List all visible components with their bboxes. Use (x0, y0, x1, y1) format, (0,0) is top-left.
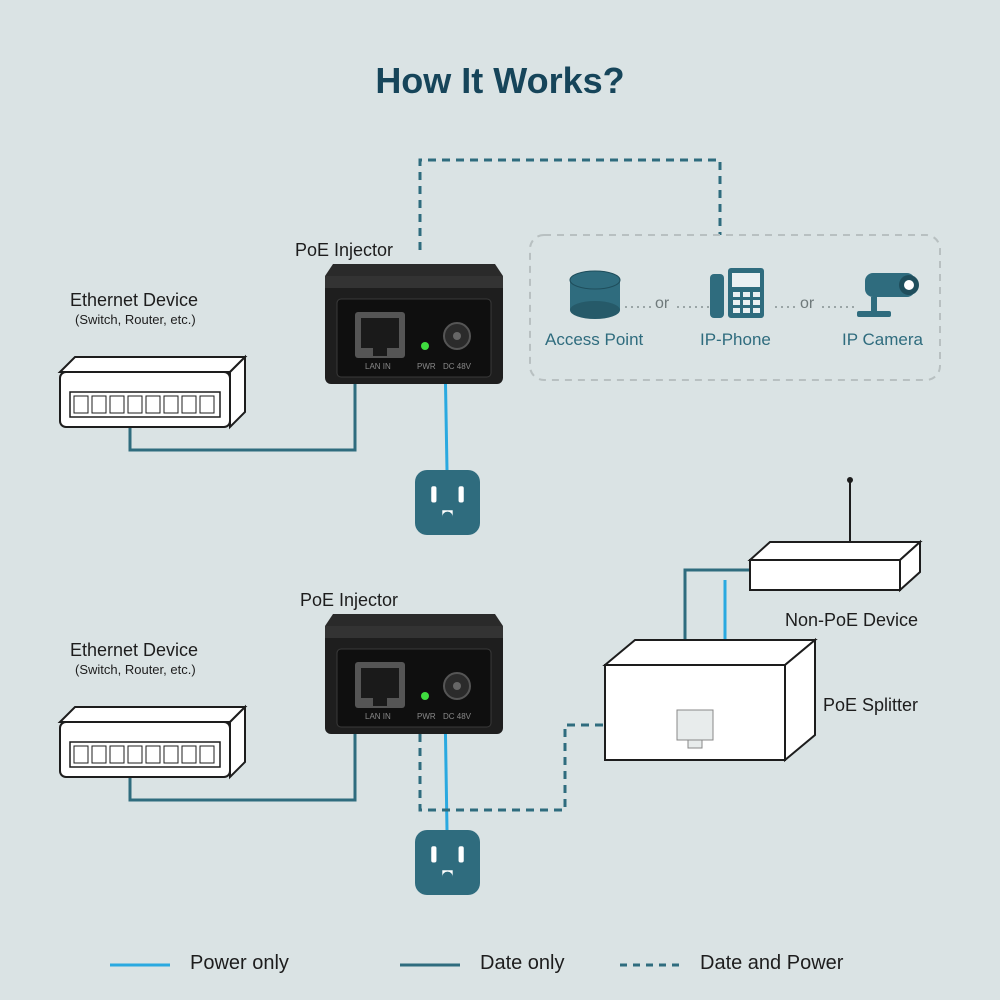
svg-text:DC 48V: DC 48V (443, 712, 472, 721)
non-poe-device-label: Non-PoE Device (785, 610, 918, 631)
or-text-2: or (800, 295, 814, 313)
or-text-1: or (655, 295, 669, 313)
svg-text:PWR: PWR (417, 362, 436, 371)
svg-text:PWR: PWR (417, 712, 436, 721)
page-title: How It Works? (0, 60, 1000, 102)
ethernet-device-sublabel-2: (Switch, Router, etc.) (75, 662, 196, 677)
svg-text:DC 48V: DC 48V (443, 362, 472, 371)
svg-text:LAN IN: LAN IN (365, 712, 391, 721)
poe-splitter-label: PoE Splitter (823, 695, 918, 716)
poe-injector-label-2: PoE Injector (300, 590, 398, 611)
legend-power-only: Power only (190, 952, 289, 975)
ethernet-device-label-2: Ethernet Device (70, 640, 198, 661)
legend-date-and-power: Date and Power (700, 952, 843, 975)
ethernet-device-label-1: Ethernet Device (70, 290, 198, 311)
legend-date-only: Date only (480, 952, 565, 975)
svg-text:LAN IN: LAN IN (365, 362, 391, 371)
ip-camera-label: IP Camera (842, 330, 923, 350)
ip-phone-label: IP-Phone (700, 330, 771, 350)
ethernet-device-sublabel-1: (Switch, Router, etc.) (75, 312, 196, 327)
poe-injector-label-1: PoE Injector (295, 240, 393, 261)
access-point-label: Access Point (545, 330, 643, 350)
